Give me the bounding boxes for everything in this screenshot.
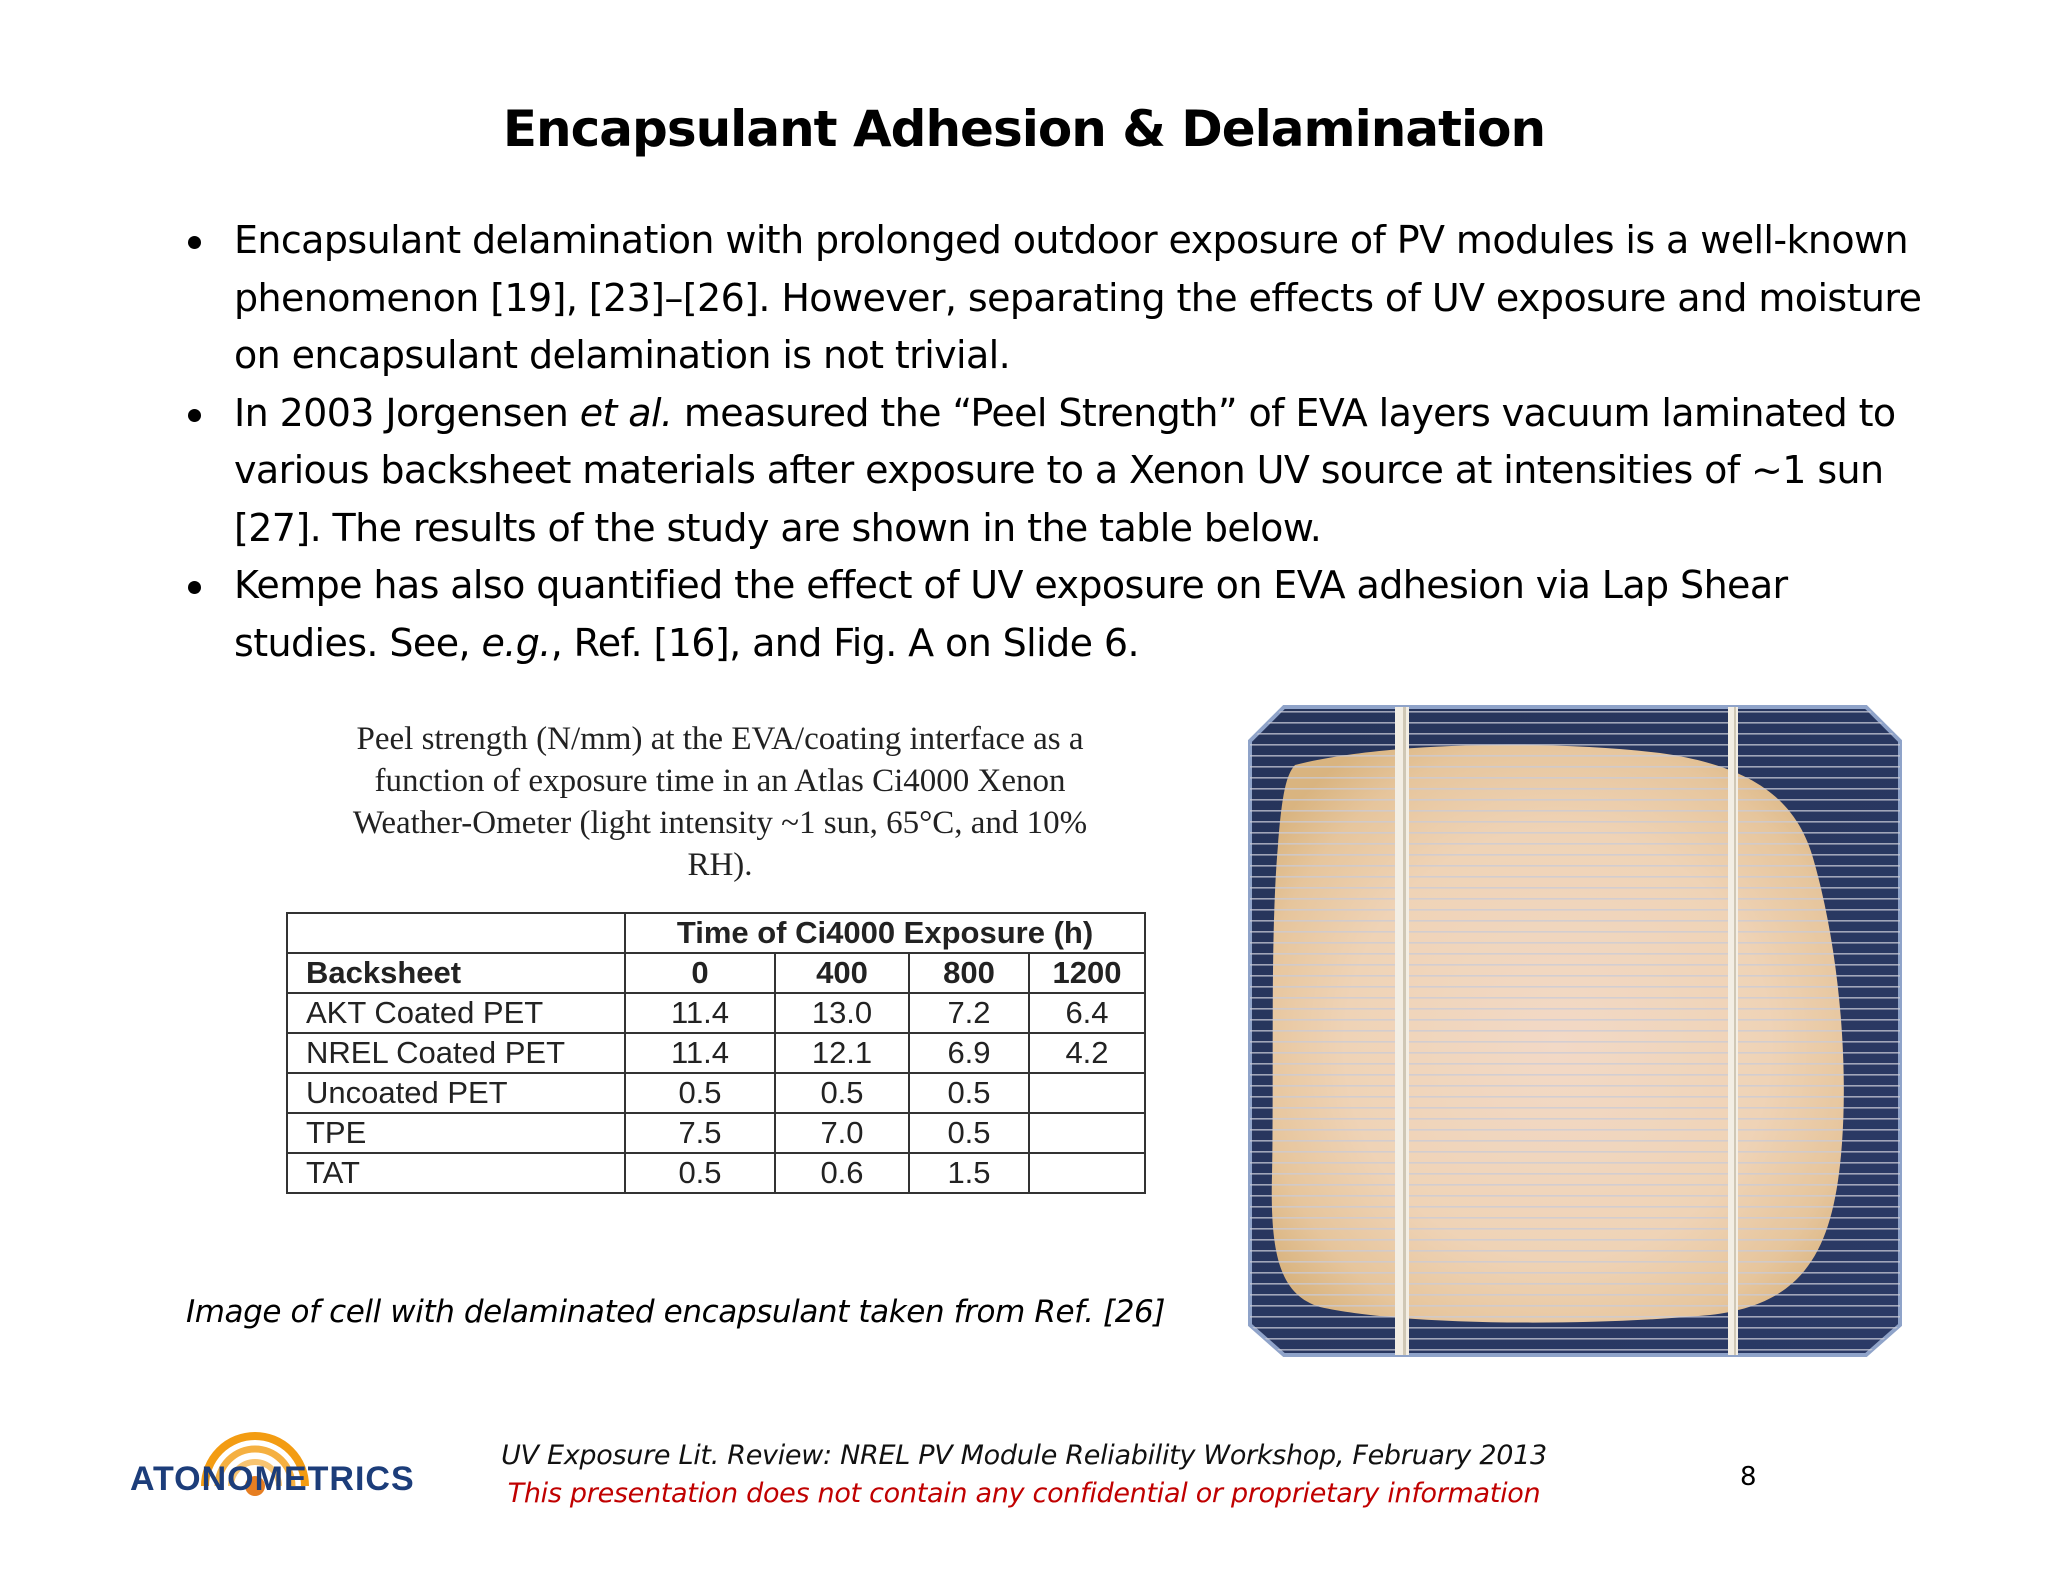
table-cell: 7.2 xyxy=(908,992,1030,1034)
bullet-text: In 2003 Jorgensen xyxy=(234,390,580,435)
table-column-header: 1200 xyxy=(1028,952,1146,994)
atonometrics-logo: ATONOMETRICS xyxy=(130,1420,450,1500)
table-cell: 7.0 xyxy=(774,1112,910,1154)
table-cell: 0.5 xyxy=(908,1072,1030,1114)
footer-line-1: UV Exposure Lit. Review: NREL PV Module … xyxy=(501,1440,1547,1471)
table-cell-name: TAT xyxy=(286,1152,626,1194)
peel-strength-table: Time of Ci4000 Exposure (h) Backsheet 0 … xyxy=(286,912,1146,1194)
bullet-list: Encapsulant delamination with prolonged … xyxy=(180,212,1940,672)
table-row: TAT 0.5 0.6 1.5 xyxy=(286,1152,1146,1194)
logo-arc-icon xyxy=(201,1432,309,1496)
slide-title: Encapsulant Adhesion & Delamination xyxy=(502,100,1546,158)
logo-text: ATONOMETRICS xyxy=(130,1460,415,1498)
table-cell: 0.5 xyxy=(624,1152,776,1194)
table-cell: 0.5 xyxy=(624,1072,776,1114)
table-cell: 0.5 xyxy=(774,1072,910,1114)
table-cell: 6.9 xyxy=(908,1032,1030,1074)
image-caption: Image of cell with delaminated encapsula… xyxy=(186,1294,1166,1330)
table-cell: 11.4 xyxy=(624,992,776,1034)
table-row: Uncoated PET 0.5 0.5 0.5 xyxy=(286,1072,1146,1114)
table-cell: 6.4 xyxy=(1028,992,1146,1034)
table-row: TPE 7.5 7.0 0.5 xyxy=(286,1112,1146,1154)
bullet-icon xyxy=(188,581,201,594)
table-cell-name: Uncoated PET xyxy=(286,1072,626,1114)
table-row: AKT Coated PET 11.4 13.0 7.2 6.4 xyxy=(286,992,1146,1034)
table-caption: Peel strength (N/mm) at the EVA/coating … xyxy=(352,721,1088,883)
table-row: NREL Coated PET 11.4 12.1 6.9 4.2 xyxy=(286,1032,1146,1074)
table-column-header: 0 xyxy=(624,952,776,994)
table-cell-name: TPE xyxy=(286,1112,626,1154)
bullet-item: Kempe has also quantified the effect of … xyxy=(180,557,1940,672)
bullet-item: In 2003 Jorgensen et al. measured the “P… xyxy=(180,385,1940,558)
bullet-item: Encapsulant delamination with prolonged … xyxy=(180,212,1940,385)
table-header-blank xyxy=(286,912,626,954)
bullet-emphasis: et al. xyxy=(579,390,673,435)
table-cell: 12.1 xyxy=(774,1032,910,1074)
table-cell: 0.6 xyxy=(774,1152,910,1194)
table-cell-name: AKT Coated PET xyxy=(286,992,626,1034)
table-cell: 4.2 xyxy=(1028,1032,1146,1074)
table-row-header: Backsheet xyxy=(286,952,626,994)
page-number: 8 xyxy=(1740,1462,1757,1492)
table-cell: 13.0 xyxy=(774,992,910,1034)
solar-cell-image xyxy=(1240,695,1910,1365)
bullet-text: Kempe has also quantified the effect of … xyxy=(234,563,1788,665)
footer-line-2: This presentation does not contain any c… xyxy=(507,1478,1541,1509)
table-column-header: 800 xyxy=(908,952,1030,994)
bullet-icon xyxy=(188,236,201,249)
bullet-text: , Ref. [16], and Fig. A on Slide 6. xyxy=(550,620,1140,665)
table-cell xyxy=(1028,1112,1146,1154)
table-header-row: Backsheet 0 400 800 1200 xyxy=(286,952,1146,994)
table-cell xyxy=(1028,1152,1146,1194)
table-cell-name: NREL Coated PET xyxy=(286,1032,626,1074)
table-cell: 7.5 xyxy=(624,1112,776,1154)
table-header-row: Time of Ci4000 Exposure (h) xyxy=(286,912,1146,954)
bullet-text: Encapsulant delamination with prolonged … xyxy=(234,218,1922,377)
table-column-header: 400 xyxy=(774,952,910,994)
table-group-header: Time of Ci4000 Exposure (h) xyxy=(624,912,1146,954)
bullet-emphasis: e.g. xyxy=(481,620,551,665)
table-cell: 1.5 xyxy=(908,1152,1030,1194)
bullet-icon xyxy=(188,408,201,422)
table-cell: 11.4 xyxy=(624,1032,776,1074)
table-cell: 0.5 xyxy=(908,1112,1030,1154)
table-cell xyxy=(1028,1072,1146,1114)
bullet-text: measured the “Peel Strength” of EVA laye… xyxy=(234,390,1896,550)
